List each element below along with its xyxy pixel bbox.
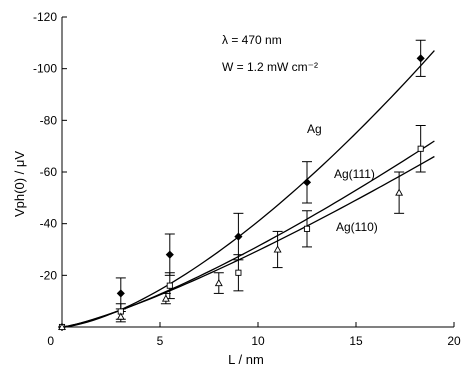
y-tick-label: -40 [40,217,58,231]
data-point-1-5 [417,145,424,152]
y-tick-label: -20 [40,268,58,282]
data-point-2-3 [214,278,223,287]
data-point-0-1 [116,289,125,298]
series-label-ag-110: Ag(110) [336,220,378,234]
data-point-2-5 [395,188,404,196]
data-point-2-2 [161,294,170,302]
x-tick-label: 15 [349,334,363,348]
error-bars [115,39,426,323]
data-points [57,54,425,332]
series-label-ag: Ag [307,122,322,136]
data-point-1-2 [166,282,173,289]
y-tick-label: -80 [40,113,58,127]
power-annotation: W = 1.2 mW cm⁻² [222,60,318,74]
y-tick-label: -100 [33,62,57,76]
x-tick-label: 5 [157,334,164,348]
axes: -20 -40 -60 -80 -100 -120 0 5 10 15 20 [33,10,461,348]
fit-curve-1 [61,140,435,328]
wavelength-annotation: λ = 470 nm [222,33,282,47]
x-tick-label: 20 [447,334,461,348]
text-labels: λ = 470 nm W = 1.2 mW cm⁻² Ag Ag(111) Ag… [12,33,378,367]
data-point-0-5 [416,54,425,63]
data-point-0-4 [302,178,312,187]
x-axis-label: L / nm [228,352,264,367]
y-tick-label: -120 [33,10,57,24]
data-point-0-3 [234,232,243,241]
data-point-2-4 [273,245,282,253]
y-axis-label: Vph(0) / μV [12,151,27,217]
y-tick-label: -60 [40,165,58,179]
data-point-2-0 [58,322,66,331]
fit-curves [61,50,435,328]
fit-curve-0 [61,50,435,328]
series-label-ag-111: Ag(111) [334,167,375,181]
data-point-0-2 [165,250,174,259]
data-point-1-4 [303,225,311,232]
x-tick-label: 10 [251,334,265,348]
data-point-2-1 [116,312,125,320]
data-point-1-3 [235,269,242,276]
x-tick-label: 0 [47,334,54,348]
fit-curve-2 [61,155,435,328]
